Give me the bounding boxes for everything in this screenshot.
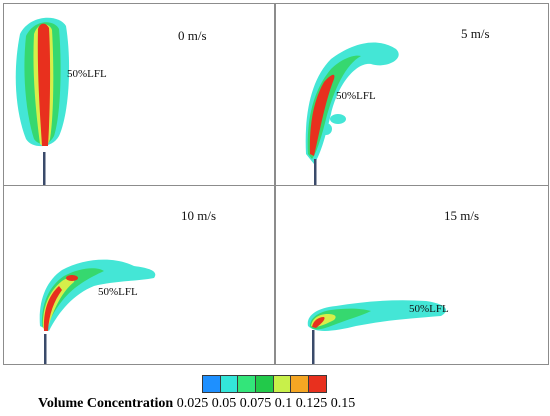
colorbar-swatch [237, 375, 257, 393]
stack [314, 159, 317, 185]
stack [44, 334, 47, 364]
speed-label: 0 m/s [178, 28, 207, 43]
panel-5ms: 5 m/s 50%LFL [275, 3, 549, 186]
colorbar-swatch [290, 375, 310, 393]
lfl-label: 50%LFL [336, 90, 376, 102]
colorbar-swatch [272, 375, 292, 393]
plume-5ms [305, 42, 399, 185]
stack [43, 152, 46, 185]
lfl-label: 50%LFL [409, 303, 449, 315]
legend-title: Volume Concentration [38, 396, 174, 411]
panel-0ms: 0 m/s 50%LFL [3, 3, 275, 186]
legend-label: Volume Concentration 0.025 0.05 0.075 0.… [38, 396, 355, 412]
stack [312, 330, 315, 364]
speed-label: 10 m/s [181, 208, 217, 223]
colorbar-swatch [202, 375, 221, 393]
panel-10ms: 10 m/s 50%LFL [3, 185, 275, 365]
colorbar-swatch [308, 375, 327, 393]
speed-label: 15 m/s [444, 208, 480, 223]
colorbar-swatch [219, 375, 239, 393]
panel-15ms: 15 m/s 50%LFL [275, 185, 549, 365]
lfl-label: 50%LFL [67, 68, 107, 80]
plume-10ms [39, 259, 156, 364]
legend-ticks: 0.025 0.05 0.075 0.1 0.125 0.15 [176, 396, 356, 411]
plume-15ms [307, 300, 446, 364]
speed-label: 5 m/s [461, 26, 490, 41]
lfl-label: 50%LFL [98, 286, 138, 298]
colorbar [202, 375, 327, 393]
plume-0ms [15, 17, 70, 185]
colorbar-swatch [255, 375, 274, 393]
